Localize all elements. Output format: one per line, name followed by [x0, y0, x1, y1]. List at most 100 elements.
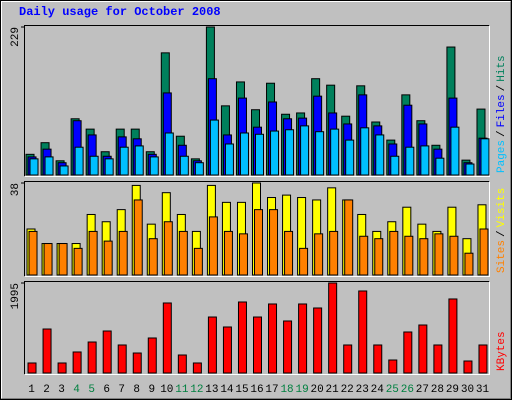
bar	[43, 243, 53, 276]
bar	[329, 230, 339, 276]
bar	[389, 230, 399, 276]
bar	[478, 344, 488, 374]
bar	[388, 359, 398, 374]
bar	[255, 133, 264, 176]
legend: Pages / Files / Hits	[496, 55, 508, 173]
x-tick-label: 20	[311, 384, 324, 396]
x-tick-label: 5	[88, 384, 95, 396]
bar	[450, 126, 460, 176]
x-tick-label: 9	[148, 384, 155, 396]
bar	[479, 228, 489, 276]
bar	[270, 130, 280, 176]
bar	[149, 156, 159, 176]
bar	[374, 238, 384, 276]
bar	[104, 158, 114, 176]
x-tick-label: 27	[416, 384, 429, 396]
x-tick-label: 6	[103, 384, 110, 396]
bar	[74, 146, 84, 176]
panel-bevel-dark	[24, 181, 490, 277]
x-tick-label: 10	[160, 384, 173, 396]
legend: KBytes	[496, 331, 508, 371]
bar	[269, 209, 279, 276]
x-tick-label: 14	[220, 384, 234, 396]
bar	[358, 290, 368, 374]
bar	[73, 247, 83, 276]
x-tick-label: 25	[386, 384, 399, 396]
bar	[375, 134, 385, 176]
bar	[283, 320, 293, 374]
x-tick-label: 11	[175, 384, 189, 396]
x-tick-label: 18	[280, 384, 293, 396]
bar	[194, 162, 204, 176]
bar	[224, 143, 234, 176]
bar	[465, 163, 475, 176]
legend-separator: /	[496, 85, 508, 92]
x-tick-label: 23	[356, 384, 369, 396]
bar	[253, 316, 262, 374]
x-tick-label: 8	[133, 384, 140, 396]
x-tick-label: 1	[28, 384, 35, 396]
bar	[102, 330, 112, 374]
bar	[178, 230, 188, 276]
panel-bevel-dark	[24, 281, 490, 375]
bar	[223, 230, 233, 276]
x-tick-label: 13	[205, 384, 218, 396]
bar	[133, 199, 143, 276]
bar	[238, 233, 248, 276]
bar	[89, 155, 99, 176]
bar	[27, 362, 37, 374]
bar	[299, 247, 309, 276]
bar	[345, 139, 355, 176]
bar	[163, 221, 173, 276]
x-tick-label: 16	[250, 384, 263, 396]
bar	[28, 230, 38, 276]
bar	[44, 156, 54, 176]
bar	[359, 235, 369, 276]
x-tick-label: 17	[265, 384, 278, 396]
x-tick-label: 7	[118, 384, 125, 396]
panel-bevel-dark	[24, 25, 490, 177]
bar	[148, 238, 158, 276]
bar	[72, 351, 82, 374]
bar	[134, 145, 144, 176]
legend-entry: Hits	[496, 55, 508, 81]
x-tick-label: 22	[341, 384, 354, 396]
bar	[209, 119, 219, 176]
y-tick-label: 38	[10, 183, 22, 196]
x-tick-label: 19	[295, 384, 308, 396]
bar	[284, 230, 294, 276]
bar	[463, 360, 473, 374]
legend-entry: Visits	[496, 188, 508, 228]
bar	[480, 138, 490, 176]
bar	[164, 132, 174, 176]
bar	[177, 354, 187, 374]
bar	[117, 344, 127, 374]
bar	[373, 344, 383, 374]
bar	[420, 145, 430, 176]
bar	[328, 282, 338, 374]
bar	[222, 326, 232, 374]
bar	[404, 235, 414, 276]
bar	[87, 341, 97, 374]
bar	[147, 337, 157, 374]
x-tick-label: 24	[371, 384, 385, 396]
bar	[179, 155, 189, 176]
legend-entry: Pages	[496, 140, 508, 173]
x-tick-label: 30	[461, 384, 474, 396]
bar	[58, 243, 68, 276]
bar	[119, 146, 129, 176]
bar	[449, 235, 459, 276]
legend-entry: Sites	[496, 240, 508, 273]
y-tick-label: 1995	[10, 283, 22, 309]
bar	[237, 301, 247, 374]
x-tick-label: 28	[431, 384, 444, 396]
bar	[192, 362, 202, 374]
bar	[298, 303, 308, 374]
legend-separator: /	[496, 130, 508, 137]
bar	[208, 216, 218, 276]
bar	[254, 209, 263, 276]
x-tick-label: 4	[73, 384, 80, 396]
panel-bevel-light	[24, 181, 490, 277]
